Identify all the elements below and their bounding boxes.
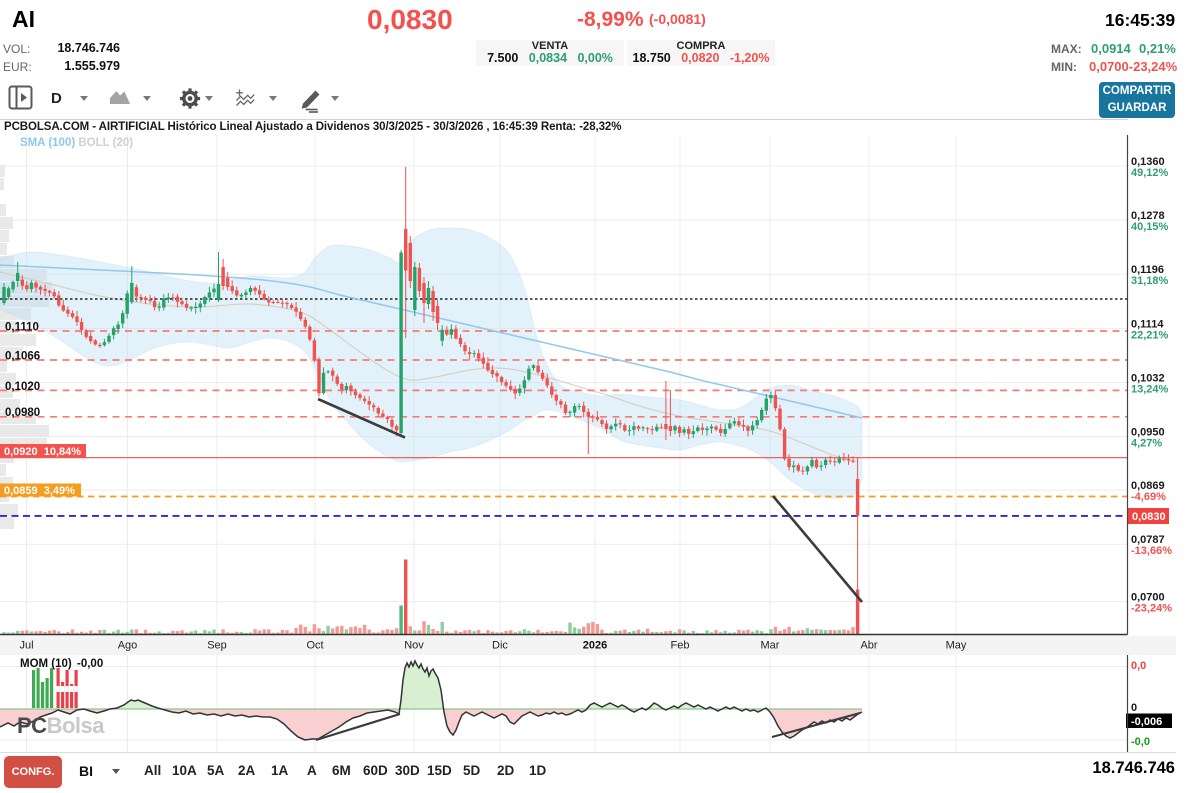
svg-text:0,0869: 0,0869 <box>1131 480 1165 492</box>
svg-text:Oct: Oct <box>306 640 323 652</box>
svg-text:MOM (10): MOM (10) <box>20 658 72 670</box>
svg-text:Mar: Mar <box>761 640 780 652</box>
svg-text:0,1114: 0,1114 <box>1131 318 1164 330</box>
svg-text:22,21%: 22,21% <box>1131 329 1169 341</box>
svg-text:-0,006: -0,006 <box>1131 716 1162 728</box>
svg-text:-4,69%: -4,69% <box>1131 491 1166 503</box>
svg-text:Dic: Dic <box>492 640 508 652</box>
svg-text:0,0980: 0,0980 <box>5 407 40 419</box>
svg-text:0,0700: 0,0700 <box>1131 592 1165 604</box>
svg-text:0: 0 <box>1131 702 1137 714</box>
svg-text:0,1110: 0,1110 <box>5 322 39 334</box>
svg-text:-0,0: -0,0 <box>1131 736 1150 748</box>
svg-text:Sep: Sep <box>207 640 227 652</box>
svg-text:0,0920 10,84%: 0,0920 10,84% <box>4 446 81 458</box>
svg-text:31,18%: 31,18% <box>1131 275 1169 287</box>
svg-text:0,1196: 0,1196 <box>1131 264 1164 276</box>
svg-text:0,0859 3,49%: 0,0859 3,49% <box>4 485 75 497</box>
svg-text:May: May <box>946 640 967 652</box>
svg-text:0,1020: 0,1020 <box>5 381 40 393</box>
svg-text:2026: 2026 <box>583 640 607 652</box>
svg-text:0,0830: 0,0830 <box>1132 511 1166 523</box>
svg-text:4,27%: 4,27% <box>1131 438 1162 450</box>
svg-text:0,0: 0,0 <box>1131 660 1146 672</box>
svg-text:0,1032: 0,1032 <box>1131 373 1165 385</box>
svg-text:0,1360: 0,1360 <box>1131 156 1165 168</box>
svg-text:13,24%: 13,24% <box>1131 384 1169 396</box>
svg-text:49,12%: 49,12% <box>1131 167 1169 179</box>
svg-text:Feb: Feb <box>671 640 690 652</box>
svg-text:-0,00: -0,00 <box>77 658 103 670</box>
svg-text:Abr: Abr <box>860 640 877 652</box>
svg-text:PCBolsa: PCBolsa <box>17 713 105 738</box>
svg-text:0,0950: 0,0950 <box>1131 427 1165 439</box>
svg-text:Nov: Nov <box>404 640 424 652</box>
svg-text:Ago: Ago <box>118 640 138 652</box>
svg-text:Jul: Jul <box>19 640 33 652</box>
svg-text:0,1278: 0,1278 <box>1131 210 1165 222</box>
svg-text:-13,66%: -13,66% <box>1131 545 1172 557</box>
svg-text:0,1066: 0,1066 <box>5 350 40 362</box>
svg-text:0,0787: 0,0787 <box>1131 534 1165 546</box>
svg-text:-23,24%: -23,24% <box>1131 603 1172 615</box>
svg-text:40,15%: 40,15% <box>1131 221 1169 233</box>
